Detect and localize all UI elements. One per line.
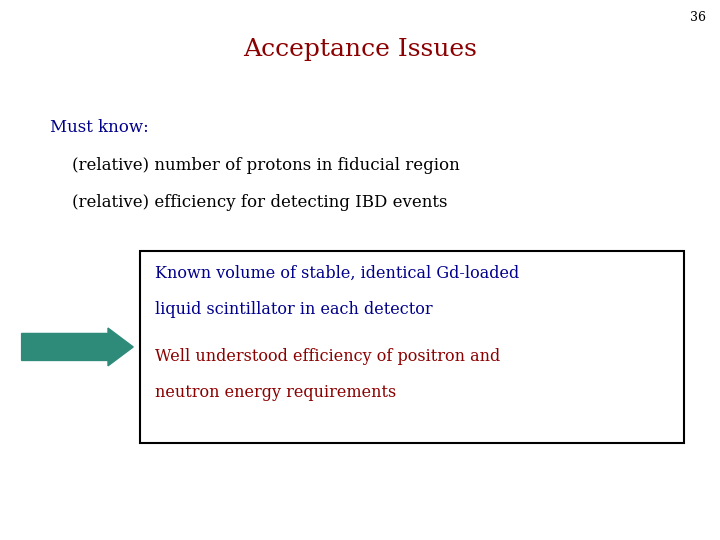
Text: Known volume of stable, identical Gd-loaded: Known volume of stable, identical Gd-loa… (155, 265, 519, 281)
Text: Well understood efficiency of positron and: Well understood efficiency of positron a… (155, 348, 500, 365)
Text: neutron energy requirements: neutron energy requirements (155, 384, 396, 401)
FancyBboxPatch shape (140, 251, 684, 443)
Text: Must know:: Must know: (50, 119, 149, 136)
Text: 36: 36 (690, 11, 706, 24)
Text: (relative) efficiency for detecting IBD events: (relative) efficiency for detecting IBD … (72, 194, 448, 211)
Text: (relative) number of protons in fiducial region: (relative) number of protons in fiducial… (72, 157, 460, 173)
Text: Acceptance Issues: Acceptance Issues (243, 38, 477, 61)
Text: liquid scintillator in each detector: liquid scintillator in each detector (155, 301, 433, 318)
FancyArrow shape (22, 328, 133, 366)
